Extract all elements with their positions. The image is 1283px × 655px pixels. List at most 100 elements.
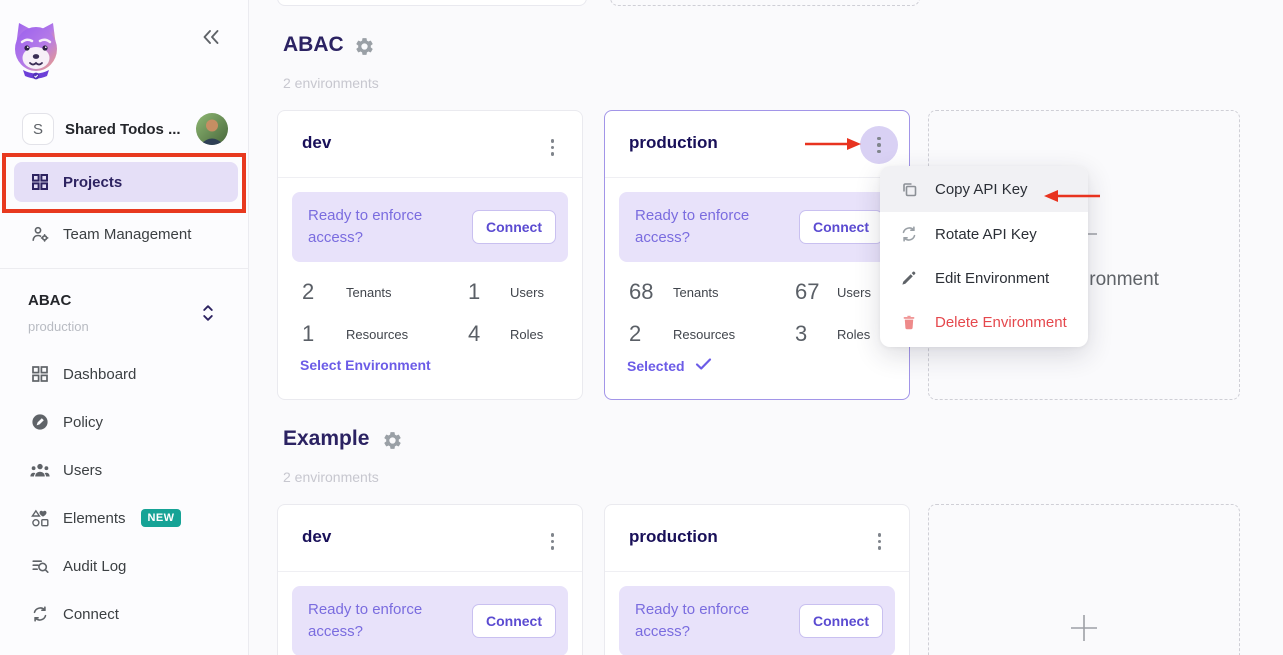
menu-item-delete-environment[interactable]: Delete Environment [880,300,1088,344]
kebab-menu-button-open[interactable] [860,126,898,164]
project-settings-button[interactable] [381,430,403,452]
stat-label: Resources [346,326,409,342]
sidebar-item-projects[interactable]: Projects [14,162,238,202]
workspace-switcher[interactable]: S Shared Todos ... [22,112,228,146]
menu-item-edit-environment[interactable]: Edit Environment [880,256,1088,300]
enforce-access-banner: Ready to enforce access? Connect [292,192,568,262]
checkmark-icon [695,357,712,374]
chevron-up-down-icon [201,302,215,329]
main-content: ABAC 2 environments dev Ready to enforce… [249,0,1283,655]
environment-stats: 2 Tenants 1 Users 1 Resources 4 Roles [302,277,570,349]
dashboard-grid-icon [30,365,50,383]
sidebar-item-label: Dashboard [63,365,137,383]
connect-button[interactable]: Connect [799,210,883,244]
stat-value: 3 [795,321,808,346]
stat-label: Roles [510,326,544,342]
projects-grid-icon [30,173,50,191]
kebab-icon [877,136,881,154]
menu-item-label: Copy API Key [935,180,1028,198]
environment-count: 2 environments [283,469,379,485]
menu-item-label: Rotate API Key [935,225,1037,243]
banner-text: Ready to enforce access? [308,601,423,640]
sidebar-item-label: Policy [63,413,104,431]
selected-label: Selected [627,357,685,374]
sidebar-item-dashboard[interactable]: Dashboard [14,354,238,394]
section-title-example: Example [283,427,370,450]
stat-label: Tenants [346,284,392,300]
card-header: dev [278,505,582,572]
environment-card-production: production Ready to enforce access? Conn… [604,110,910,400]
stat-value: 1 [302,321,315,346]
policy-editor-icon [30,413,50,431]
copy-icon [900,180,918,198]
selected-environment-name: production [28,319,89,334]
environment-name: dev [302,133,332,152]
stat-value: 68 [629,279,654,304]
sidebar-item-audit-log[interactable]: Audit Log [14,546,238,586]
sidebar-item-policy[interactable]: Policy [14,402,238,442]
stat-label: Users [837,284,871,300]
stat-value: 67 [795,279,820,304]
connect-button[interactable]: Connect [472,604,556,638]
connect-sync-icon [30,605,50,623]
stat-value: 1 [468,279,481,304]
workspace-name: Shared Todos ... [65,120,181,138]
connect-button[interactable]: Connect [799,604,883,638]
sidebar: S Shared Todos ... Projects Team [0,0,249,655]
trash-icon [900,313,918,331]
plus-icon [1070,614,1098,647]
sidebar-item-label: Audit Log [63,557,127,575]
banner-text: Ready to enforce access? [635,601,750,640]
card-header: dev [278,111,582,178]
environment-stats: 68 Tenants 67 Users 2 Resources 3 Roles [629,277,897,349]
stat-label: Roles [837,326,871,342]
sidebar-collapse-button[interactable] [200,28,222,49]
select-environment-link[interactable]: Select Environment [300,357,431,373]
kebab-menu-button[interactable] [545,133,561,162]
new-badge: NEW [140,509,182,527]
environment-context-menu: Copy API Key Rotate API Key Edit Environ… [880,166,1088,347]
environment-name: production [629,527,718,546]
menu-item-label: Edit Environment [935,269,1050,287]
environment-card-production: production Ready to enforce access? Conn… [604,504,910,655]
sidebar-divider [0,268,249,269]
users-group-icon [30,462,50,478]
gear-icon [382,432,403,454]
sidebar-item-label: Projects [63,173,123,191]
stat-label: Users [510,284,544,300]
menu-item-rotate-api-key[interactable]: Rotate API Key [880,212,1088,256]
connect-button[interactable]: Connect [472,210,556,244]
project-environment-selector[interactable]: ABAC production [0,282,249,342]
new-environment-card[interactable]: New Environment [928,504,1240,655]
kebab-menu-button[interactable] [545,527,561,556]
user-avatar[interactable] [196,113,228,145]
banner-text: Ready to enforce access? [308,207,423,246]
project-settings-button[interactable] [353,36,375,58]
sidebar-item-users[interactable]: Users [14,450,238,490]
section-title-abac: ABAC [283,33,344,56]
card-header: production [605,505,909,572]
card-header: production [605,111,909,178]
sidebar-item-team-management[interactable]: Team Management [14,214,238,254]
menu-item-copy-api-key[interactable]: Copy API Key [880,166,1088,212]
person-gear-icon [30,225,50,243]
previous-section-dashed-card-bottom [610,0,920,6]
elements-shapes-icon [30,509,50,527]
sidebar-item-label: Team Management [63,225,192,243]
previous-section-card-bottom [277,0,587,6]
sidebar-item-elements[interactable]: Elements NEW [14,498,238,538]
kebab-menu-button[interactable] [872,527,888,556]
sidebar-item-connect[interactable]: Connect [14,594,238,634]
environment-count: 2 environments [283,75,379,91]
chevron-double-left-icon [200,30,222,49]
stat-value: 2 [302,279,315,304]
selected-environment-indicator: Selected [627,357,712,374]
environment-name: production [629,133,718,152]
stat-value: 4 [468,321,481,346]
environment-name: dev [302,527,332,546]
enforce-access-banner: Ready to enforce access? Connect [292,586,568,655]
audit-log-icon [30,557,50,575]
environment-card-dev: dev Ready to enforce access? Connect [277,504,583,655]
pencil-icon [900,269,918,287]
rotate-icon [900,225,918,243]
